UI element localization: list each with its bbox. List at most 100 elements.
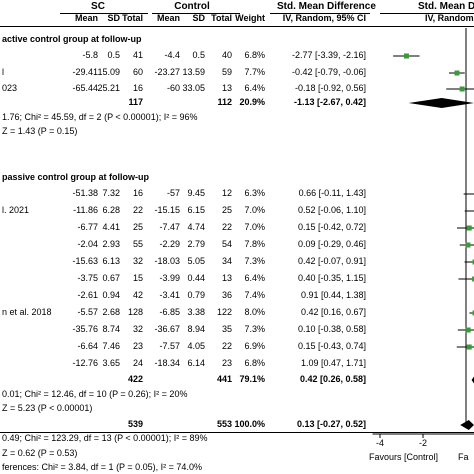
subgroup-2-study-2-sc-mean: -6.77 — [77, 222, 98, 232]
subgroup-1-total-sc-total: 117 — [128, 97, 143, 107]
subgroup-1-study-2-point — [459, 86, 465, 92]
subgroup-2-study-9-ctrl-total: 22 — [221, 341, 232, 351]
subgroup-2-study-7-ci: 0.42 [0.16, 0.67] — [300, 307, 366, 317]
subgroup-1-study-1-sc-mean: -29.41 — [72, 67, 98, 77]
subgroup-2-study-6-ctrl-sd: 0.79 — [187, 290, 205, 300]
subgroup-1-study-0-weight: 6.8% — [244, 50, 265, 60]
subgroup-2-study-8-sc-sd: 8.74 — [102, 324, 120, 334]
subgroup-2-study-7-sc-sd: 2.68 — [102, 307, 120, 317]
subgroup-2-study-7-label: n et al. 2018 — [2, 307, 52, 317]
subgroup-2-study-8-sc-total: 32 — [132, 324, 143, 334]
subgroup-2-study-4-weight: 7.3% — [244, 256, 265, 266]
subgroup-1-total-ctrl-total: 112 — [217, 97, 232, 107]
subgroup-2-title: passive control group at follow-up — [2, 172, 150, 182]
subgroup-2-study-6-weight: 7.4% — [244, 290, 265, 300]
subgroup-2-study-7-point — [472, 310, 474, 316]
overall-total-sc-total: 539 — [127, 419, 143, 429]
subgroup-1-study-1-weight: 7.7% — [244, 67, 265, 77]
header-effect: Std. Mean Difference — [277, 1, 376, 12]
subgroup-2-overall-effect: Z = 5.23 (P < 0.00001) — [2, 403, 93, 413]
subgroup-2-study-1-ctrl-mean: -15.15 — [154, 205, 180, 215]
subgroup-2-study-4-ctrl-total: 34 — [221, 256, 232, 266]
subgroup-2-study-2-sc-total: 25 — [132, 222, 143, 232]
subgroup-2-heterogeneity: 0.01; Chi² = 12.46, df = 10 (P = 0.26); … — [2, 389, 188, 399]
subgroup-1-study-0-ctrl-sd: 0.5 — [192, 50, 205, 60]
subgroup-2-total-ci: 0.42 [0.26, 0.58] — [299, 374, 366, 384]
header-col-6: Weight — [235, 13, 265, 23]
overall-total-ci: 0.13 [-0.27, 0.52] — [296, 419, 366, 429]
subgroup-2-study-3-ci: 0.09 [-0.29, 0.46] — [297, 239, 366, 249]
subgroup-2-study-9-sc-total: 23 — [132, 341, 143, 351]
subgroup-2-study-2-point — [466, 225, 472, 231]
subgroup-1-study-1-sc-total: 60 — [132, 67, 143, 77]
subgroup-2-total-diamond — [471, 376, 474, 384]
subgroup-2-study-3-weight: 7.8% — [244, 239, 265, 249]
subgroup-2-study-8-ctrl-total: 35 — [221, 324, 232, 334]
subgroup-1-study-2-sc-sd: 25.21 — [97, 83, 120, 93]
overall-total-diamond — [460, 420, 474, 430]
subgroup-2-study-6-sc-total: 42 — [132, 290, 143, 300]
subgroup-2-study-1-ctrl-total: 25 — [221, 205, 232, 215]
subgroup-1-title: active control group at follow-up — [2, 34, 142, 44]
subgroup-2-study-2-ci: 0.15 [-0.42, 0.72] — [297, 222, 366, 232]
subgroup-1-study-0-point — [403, 53, 409, 59]
subgroup-2-study-5-sc-sd: 0.67 — [102, 273, 120, 283]
subgroup-2-study-7-ctrl-mean: -6.85 — [159, 307, 180, 317]
subgroup-2-study-3-ctrl-mean: -2.29 — [159, 239, 180, 249]
subgroup-1-study-1-point — [454, 70, 460, 76]
subgroup-2-study-0-ctrl-sd: 9.45 — [187, 188, 205, 198]
subgroup-2-study-4-ci: 0.42 [-0.07, 0.91] — [297, 256, 366, 266]
subgroup-2-study-9-ci: 0.15 [-0.43, 0.74] — [297, 341, 366, 351]
header-bottom-line — [0, 26, 474, 27]
header-sc-group: SC — [91, 1, 105, 12]
subgroup-2-study-2-sc-sd: 4.41 — [102, 222, 120, 232]
subgroup-1-study-0-sc-sd: 0.5 — [107, 50, 120, 60]
subgroup-2-study-2-ctrl-total: 22 — [221, 222, 232, 232]
subgroup-1-study-0-sc-total: 41 — [132, 50, 143, 60]
subgroup-2-study-4-ctrl-mean: -18.03 — [154, 256, 180, 266]
x-tick-label-1: -2 — [418, 438, 427, 448]
subgroup-2-study-10-ctrl-mean: -18.34 — [154, 358, 180, 368]
header-line-effect — [270, 13, 370, 14]
subgroup-1-study-2-ci: -0.18 [-0.92, 0.56] — [294, 83, 366, 93]
header-col-0: Mean — [74, 13, 98, 23]
subgroup-differences: ferences: Chi² = 3.84, df = 1 (P = 0.05)… — [2, 462, 202, 472]
subgroup-2-study-9-point — [466, 344, 472, 350]
subgroup-2-study-10-ctrl-total: 23 — [221, 358, 232, 368]
subgroup-2-study-10-sc-total: 24 — [132, 358, 143, 368]
subgroup-2-study-1-ctrl-sd: 6.15 — [187, 205, 205, 215]
subgroup-2-study-10-sc-mean: -12.76 — [72, 358, 98, 368]
subgroup-2-study-9-sc-mean: -6.64 — [77, 341, 98, 351]
subgroup-2-study-5-weight: 6.4% — [244, 273, 265, 283]
subgroup-2-study-6-ctrl-mean: -3.41 — [159, 290, 180, 300]
subgroup-2-study-4-sc-sd: 6.13 — [102, 256, 120, 266]
overall-bottom-line — [0, 432, 474, 433]
subgroup-2-study-0-ci: 0.66 [-0.11, 1.43] — [298, 188, 366, 198]
subgroup-2-study-0-ctrl-mean: -57 — [166, 188, 180, 198]
subgroup-2-study-5-ci: 0.40 [-0.35, 1.15] — [297, 273, 366, 283]
subgroup-2-study-4-point — [472, 259, 474, 265]
subgroup-1-overall-effect: Z = 1.43 (P = 0.15) — [2, 126, 78, 136]
subgroup-2-study-10-sc-sd: 3.65 — [102, 358, 120, 368]
subgroup-1-study-1-ci: -0.42 [-0.79, -0.06] — [291, 67, 366, 77]
subgroup-2-study-4-ctrl-sd: 5.05 — [187, 256, 205, 266]
subgroup-2-study-0-sc-sd: 7.32 — [102, 188, 120, 198]
subgroup-2-study-2-ctrl-mean: -7.47 — [159, 222, 180, 232]
subgroup-2-study-1-sc-total: 22 — [132, 205, 143, 215]
x-tick-label-0: -4 — [375, 438, 384, 448]
subgroup-1-study-1-ctrl-mean: -23.27 — [154, 67, 180, 77]
subgroup-2-study-1-ci: 0.52 [-0.06, 1.10] — [297, 205, 366, 215]
subgroup-2-study-2-weight: 7.0% — [244, 222, 265, 232]
subgroup-2-study-8-ctrl-mean: -36.67 — [154, 324, 180, 334]
subgroup-1-total-ci: -1.13 [-2.67, 0.42] — [293, 97, 366, 107]
header-col-4: SD — [192, 13, 205, 23]
subgroup-1-study-1-sc-sd: 15.09 — [97, 67, 120, 77]
subgroup-2-study-8-ctrl-sd: 8.94 — [187, 324, 205, 334]
subgroup-2-study-10-weight: 6.8% — [244, 358, 265, 368]
header-line-control — [152, 13, 240, 14]
header-line-sc — [60, 13, 148, 14]
subgroup-1-study-1-label: l — [2, 67, 4, 77]
subgroup-1-total-diamond — [408, 98, 474, 108]
subgroup-1-study-2-label: 023 — [2, 83, 18, 93]
subgroup-1-study-0-ctrl-mean: -4.4 — [164, 50, 180, 60]
